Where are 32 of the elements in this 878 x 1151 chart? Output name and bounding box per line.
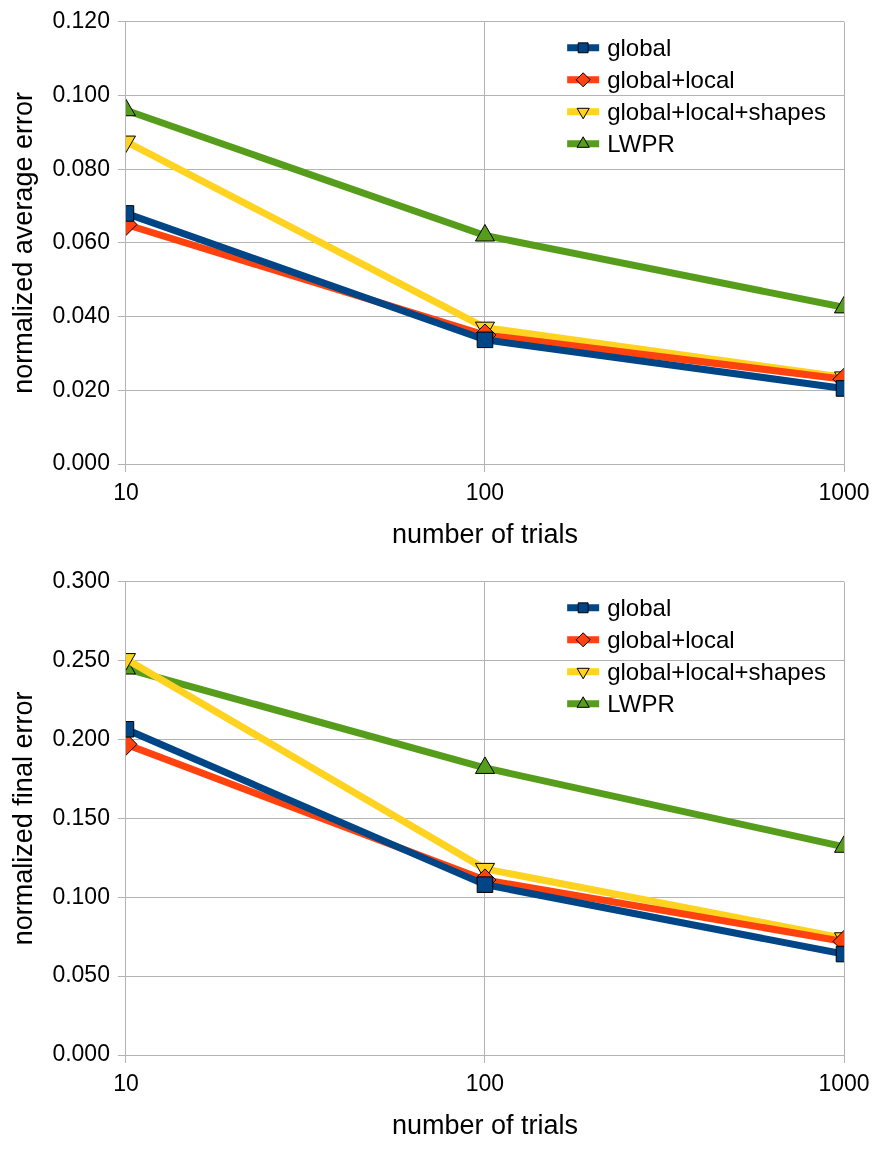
y-tick-label: 0.060 [52, 228, 110, 255]
y-tick-label: 0.050 [52, 961, 110, 988]
x-tick-label: 1000 [818, 479, 870, 506]
legend-label: global+local [607, 66, 735, 94]
y-tick-label: 0.000 [52, 449, 110, 476]
legend-label: global+local+shapes [607, 98, 827, 126]
legend-label: global+local [607, 626, 735, 654]
legend-label: LWPR [607, 690, 675, 718]
y-tick-label: 0.300 [52, 567, 110, 594]
x-tick-label: 100 [465, 1070, 505, 1097]
y-tick-label: 0.000 [52, 1040, 110, 1067]
y-axis-title: normalized average error [7, 92, 38, 394]
legend-label: global [607, 594, 672, 622]
y-tick-label: 0.020 [52, 375, 110, 402]
x-tick-label: 10 [113, 479, 139, 506]
x-tick-label: 1000 [818, 1070, 870, 1097]
legend-label: global [607, 34, 672, 62]
x-tick-label: 10 [113, 1070, 139, 1097]
y-tick-label: 0.080 [52, 154, 110, 181]
legend-label: LWPR [607, 130, 675, 158]
x-tick-label: 100 [465, 479, 505, 506]
y-tick-label: 0.200 [52, 724, 110, 751]
x-axis-title: number of trials [391, 1110, 579, 1141]
y-tick-label: 0.250 [52, 646, 110, 673]
y-tick-label: 0.100 [52, 80, 110, 107]
y-tick-label: 0.040 [52, 301, 110, 328]
y-tick-label: 0.120 [52, 7, 110, 34]
x-axis-title: number of trials [391, 519, 579, 550]
legend-label: global+local+shapes [607, 658, 827, 686]
y-tick-label: 0.150 [52, 803, 110, 830]
y-tick-label: 0.100 [52, 882, 110, 909]
y-axis-title: normalized final error [7, 691, 38, 946]
